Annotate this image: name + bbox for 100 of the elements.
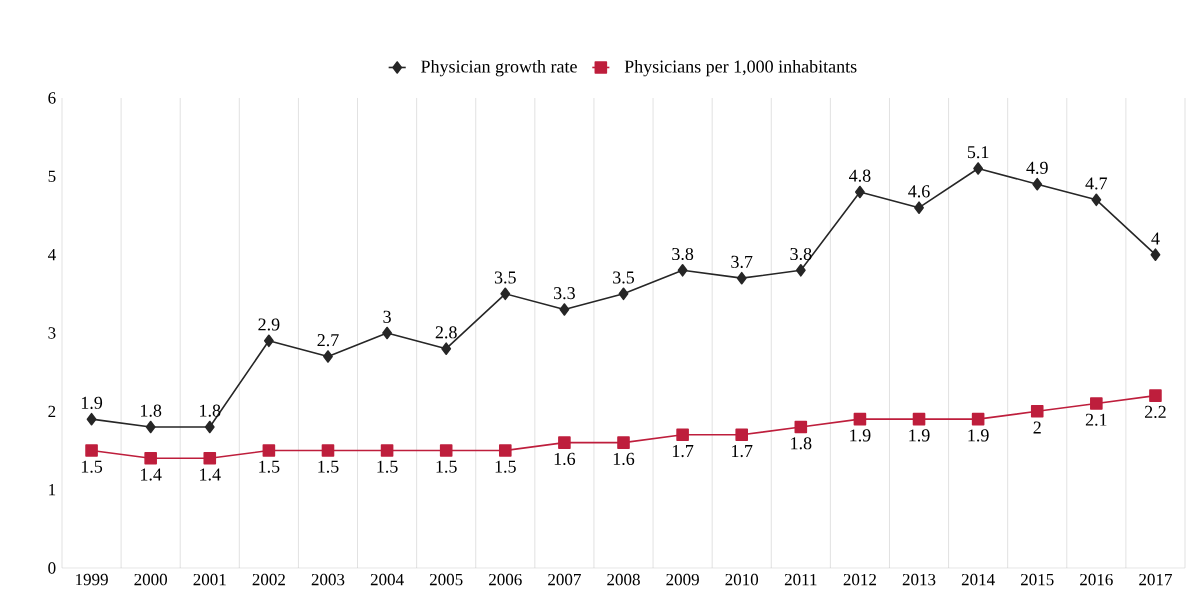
point: [795, 264, 806, 277]
data-label: 1.6: [613, 452, 635, 466]
y-tick-label: 6: [48, 92, 56, 104]
data-label: 1.4: [141, 468, 162, 481]
point: [1149, 389, 1162, 402]
point: [145, 420, 156, 434]
data-label: 3.5: [613, 271, 635, 284]
data-label: 3.7: [731, 255, 753, 268]
data-label: 3.8: [672, 247, 694, 261]
point: [382, 326, 393, 340]
point: [439, 444, 453, 457]
data-label: 1.7: [672, 445, 694, 458]
point: [380, 444, 394, 457]
y-tick-label: 5: [48, 170, 56, 182]
x-tick-label: 2012: [843, 573, 876, 586]
x-tick-label: 2013: [902, 573, 936, 586]
data-label: 1.5: [436, 460, 457, 473]
x-tick-label: 2003: [311, 573, 345, 586]
y-tick-label: 1: [49, 484, 56, 496]
x-tick-label: 2011: [784, 573, 817, 586]
data-label: 2.9: [258, 318, 280, 331]
point: [558, 436, 571, 449]
data-label: 2: [1033, 421, 1041, 434]
x-tick-label: 2016: [1080, 573, 1113, 586]
data-label: 1.5: [81, 460, 103, 473]
point: [618, 287, 629, 301]
data-label: 4.9: [1026, 161, 1048, 174]
point: [323, 350, 333, 363]
x-tick-label: 2004: [370, 573, 404, 586]
point: [262, 444, 276, 457]
x-tick-label: 2010: [725, 573, 759, 586]
data-label: 2.8: [435, 326, 457, 339]
point: [677, 264, 688, 277]
point: [912, 412, 926, 426]
point: [1150, 248, 1161, 261]
x-tick-label: 2014: [961, 573, 995, 586]
point: [498, 444, 512, 457]
data-label: 1.8: [141, 404, 162, 417]
point: [736, 271, 747, 285]
point: [617, 436, 630, 449]
data-label: 1.9: [81, 396, 103, 409]
x-tick-label: 2017: [1139, 573, 1172, 586]
point: [914, 201, 924, 214]
point: [85, 444, 98, 457]
y-tick-label: 2: [48, 405, 56, 417]
legend-label: Physician growth rate: [421, 59, 577, 77]
y-tick-label: 0: [48, 562, 56, 574]
x-tick-label: 2006: [489, 573, 522, 586]
data-label: 1.6: [554, 452, 576, 466]
point: [203, 452, 217, 465]
point: [794, 420, 808, 434]
x-tick-label: 1999: [76, 573, 108, 586]
point: [144, 452, 157, 465]
point: [500, 287, 511, 301]
point: [853, 412, 867, 426]
x-tick-label: 2005: [429, 573, 463, 586]
data-label: 1.5: [318, 460, 339, 473]
x-tick-label: 2001: [193, 573, 226, 586]
data-label: 1.5: [259, 460, 280, 473]
point: [735, 428, 749, 442]
data-label: 4: [1151, 232, 1160, 245]
point: [559, 303, 570, 316]
data-label: 1.8: [791, 437, 812, 450]
point: [204, 420, 215, 434]
point: [263, 334, 274, 348]
point: [855, 185, 865, 199]
x-tick-label: 2002: [252, 573, 285, 586]
data-label: 1.9: [968, 429, 989, 442]
y-tick-label: 4: [47, 249, 56, 261]
point: [1090, 397, 1103, 410]
data-label: 4.8: [849, 169, 871, 182]
y-tick-label: 3: [48, 327, 56, 339]
point: [971, 412, 985, 426]
data-label: 2.2: [1144, 405, 1166, 419]
x-tick-label: 2000: [134, 573, 168, 586]
data-label: 5.1: [967, 146, 989, 159]
data-label: 2.7: [317, 334, 339, 347]
point: [676, 428, 689, 442]
x-tick-label: 2009: [666, 573, 699, 586]
data-label: 1.7: [732, 445, 753, 458]
data-label: 1.9: [850, 429, 871, 442]
point: [1030, 405, 1044, 418]
x-tick-label: 2007: [548, 573, 581, 586]
point: [441, 342, 452, 355]
data-label: 4.7: [1085, 177, 1108, 190]
data-label: 4.6: [908, 185, 930, 198]
point: [1032, 177, 1043, 191]
data-label: 1.8: [200, 404, 221, 417]
point: [973, 162, 984, 175]
point: [321, 444, 335, 457]
point: [86, 412, 97, 426]
legend-label: Physicians per 1,000 inhabitants: [624, 59, 857, 77]
data-label: 2.1: [1085, 413, 1107, 426]
data-label: 1.9: [909, 429, 930, 442]
data-label: 1.5: [495, 460, 516, 473]
data-label: 1.5: [377, 460, 398, 473]
data-label: 3: [383, 310, 391, 323]
data-label: 1.4: [200, 468, 221, 481]
data-label: 3.5: [494, 271, 516, 284]
data-label: 3.3: [554, 287, 575, 300]
